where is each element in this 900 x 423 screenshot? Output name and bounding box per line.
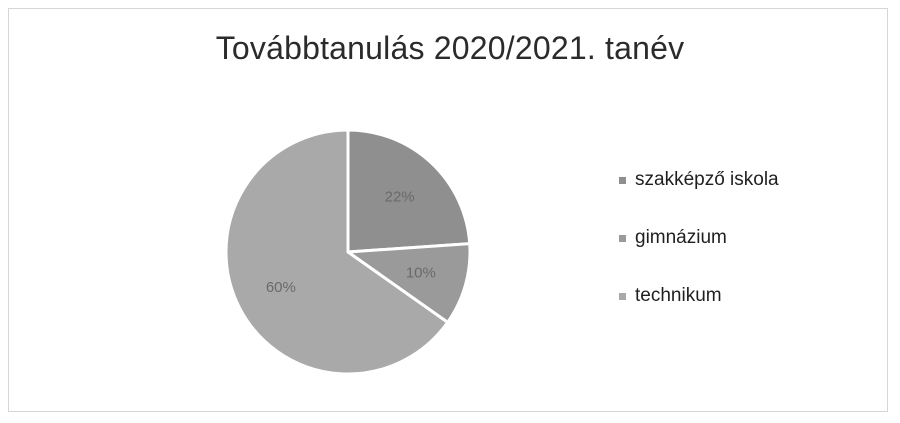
data-label: 10% [406, 264, 436, 281]
pie-slices [224, 128, 472, 376]
legend-swatch [619, 234, 626, 242]
pie-data-labels: 22% 10% 60% [266, 189, 436, 296]
slice-szakkepzo [346, 128, 472, 254]
data-label: 22% [385, 189, 415, 206]
chart-title: Továbbtanulás 2020/2021. tanév [215, 30, 685, 66]
legend-label: gimnázium [635, 227, 727, 248]
data-label: 60% [266, 279, 296, 296]
legend-item-technikum: technikum [619, 281, 779, 311]
legend-item-szakkepzo: szakképző iskola [619, 165, 779, 195]
legend-label: szakképző iskola [635, 169, 779, 190]
slice-gimnazium [343, 242, 472, 325]
slice-technikum [224, 128, 450, 376]
chart-legend: szakképző iskola gimnázium technikum [619, 165, 779, 339]
legend-swatch [619, 176, 626, 184]
legend-item-gimnazium: gimnázium [619, 223, 779, 253]
legend-label: technikum [635, 285, 722, 306]
legend-swatch [619, 292, 626, 300]
